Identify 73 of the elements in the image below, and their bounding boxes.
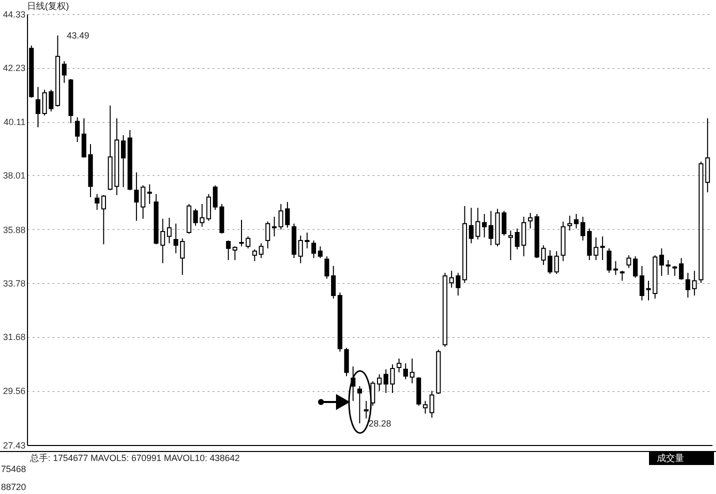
candlestick: [567, 215, 572, 232]
candlestick: [574, 213, 579, 229]
text: 75468: [1, 464, 26, 474]
candlestick: [521, 216, 526, 257]
candlestick: [666, 260, 671, 276]
candlestick: [212, 184, 218, 210]
candlestick: [482, 213, 487, 238]
candlestick: [364, 400, 369, 419]
y-tick-label: 40.11: [4, 117, 26, 128]
candlestick: [528, 212, 533, 229]
candlestick: [456, 272, 460, 296]
candlestick: [396, 358, 402, 373]
y-tick-label: 44.33: [2, 10, 26, 20]
candlestick: [672, 265, 678, 276]
candlestick: [226, 240, 231, 261]
candlestick: [468, 207, 474, 244]
candlestick: [626, 254, 632, 269]
candlestick: [75, 116, 80, 143]
candlestick: [686, 272, 690, 298]
text: 总手: 1754677 MAVOL5: 670991 MAVOL10: 438642: [30, 452, 240, 465]
candlestick: [514, 228, 520, 250]
candlestick: [475, 207, 480, 240]
candlestick: [62, 60, 67, 84]
candlestick: [410, 358, 415, 384]
text: 成交量: [649, 452, 714, 465]
annotation: 43.49: [66, 30, 90, 40]
y-tick-label: 33.78: [2, 278, 26, 289]
candlestick: [180, 238, 185, 276]
candlestick: [430, 390, 434, 418]
candlestick: [101, 194, 106, 245]
annotation: 28.28: [368, 418, 392, 428]
candlestick: [580, 216, 586, 241]
y-tick-label: 31.68: [2, 332, 26, 342]
chart-title: 日线(复权): [27, 1, 69, 11]
candlestick: [508, 230, 513, 261]
candlestick: [311, 240, 316, 259]
candlestick: [344, 347, 349, 377]
candlestick: [422, 400, 428, 414]
candlestick: [94, 194, 100, 210]
candlestick: [324, 256, 330, 280]
candlestick: [206, 194, 212, 222]
candlestick: [678, 258, 684, 280]
candlestick: [304, 232, 310, 249]
y-tick-label: 38.01: [2, 170, 26, 181]
candlestick: [265, 221, 270, 249]
y-tick-label: 27.43: [2, 440, 26, 450]
y-tick-label: 42.23: [2, 63, 26, 74]
text: 88720: [1, 482, 26, 492]
candlestick: [331, 265, 336, 300]
candlestick: [606, 248, 612, 274]
y-tick-label: 29.56: [2, 386, 26, 396]
candlestick: [174, 223, 178, 254]
candlestick: [200, 203, 204, 228]
candlestick: [285, 201, 290, 228]
candlestick: [278, 203, 284, 230]
candlestick: [377, 374, 382, 392]
candlestick: [258, 242, 264, 259]
candlestick: [357, 386, 362, 424]
candlestick: [272, 216, 277, 237]
candlestick: [659, 248, 664, 276]
y-tick-label: 35.88: [2, 225, 26, 235]
candlestick: [120, 134, 126, 188]
candlestick: [160, 218, 166, 264]
candlestick: [692, 270, 697, 296]
candlestick: [620, 270, 625, 282]
candlestick: [633, 256, 638, 278]
candlestick: [318, 246, 323, 259]
candlestick: [48, 89, 54, 112]
candlestick: [232, 246, 238, 261]
candlestick: [252, 248, 257, 262]
candlestick: [403, 362, 408, 380]
candlestick: [166, 217, 172, 244]
candlestick: [613, 260, 618, 276]
